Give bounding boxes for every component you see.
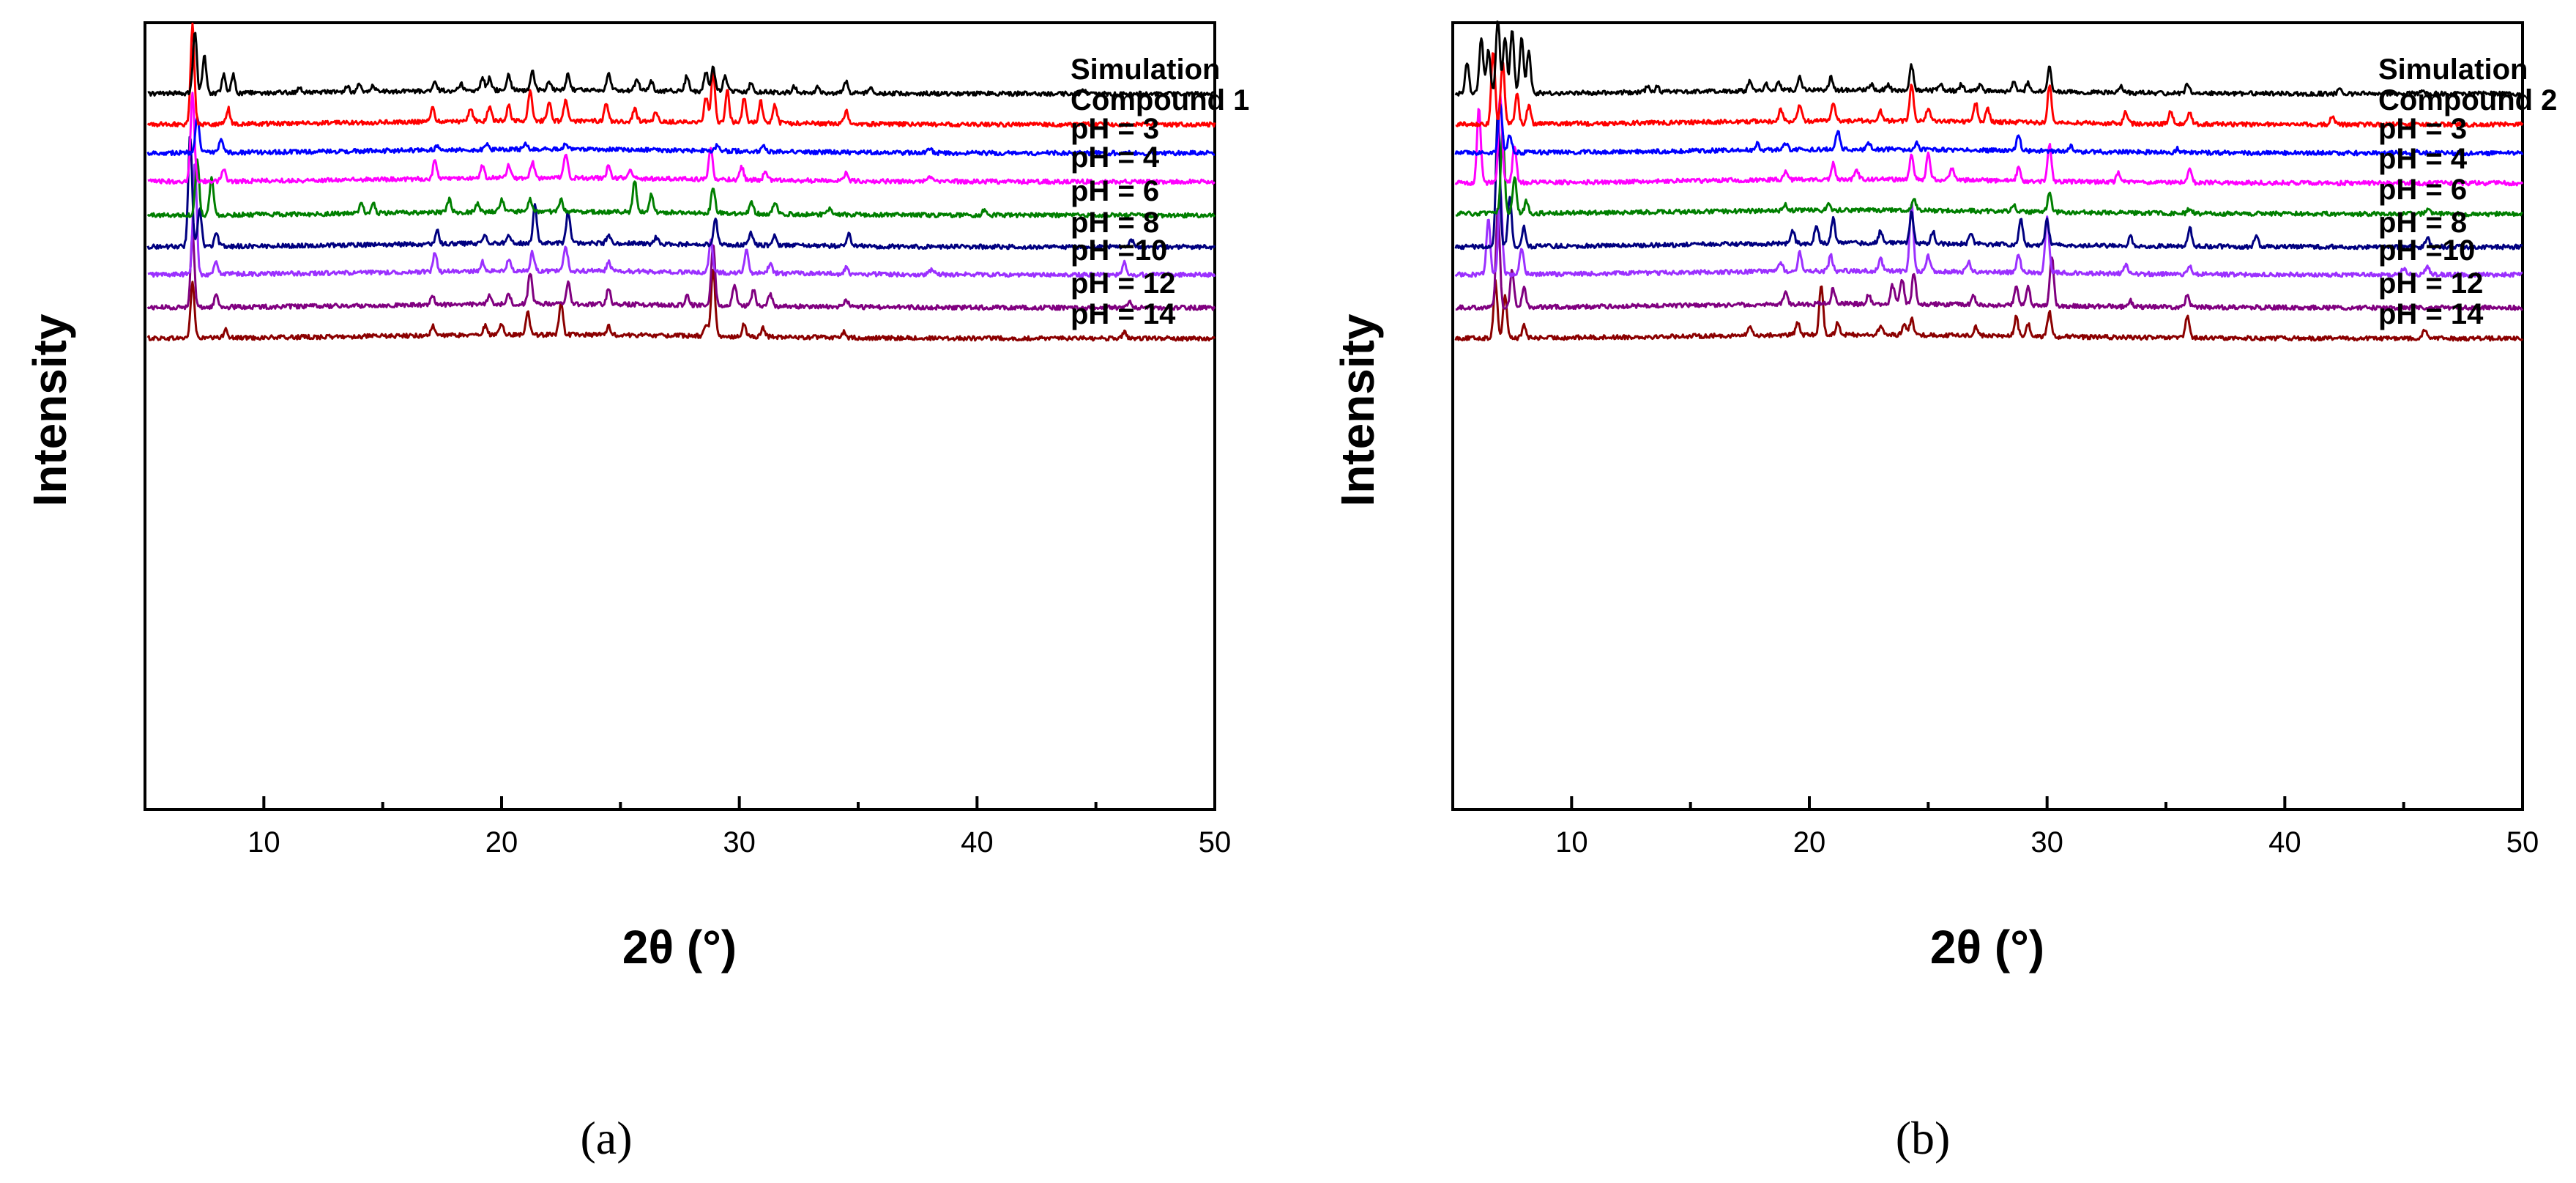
- panel-a-x-tick-label: 20: [485, 826, 518, 858]
- panel-b-x-tick-label: 40: [2268, 826, 2301, 858]
- panel-b-trace-ph-3: [1454, 103, 2524, 157]
- panel-a-frame: [144, 21, 1216, 811]
- panel-b-x-tick-label: 10: [1555, 826, 1588, 858]
- panel-a-x-tick-label: 40: [961, 826, 994, 858]
- panel-a-x-axis-title: 2θ (°): [622, 921, 737, 974]
- panel-b-series-label: pH =10: [2378, 234, 2475, 267]
- panel-b-series-label: pH = 14: [2378, 298, 2484, 330]
- panel-b-caption: (b): [1896, 1112, 1951, 1164]
- panel-b-y-axis-title: Intensity: [1331, 314, 1384, 507]
- panel-a-trace-compound-1: [146, 22, 1216, 128]
- panel-a-trace-simulation: [147, 31, 1216, 97]
- panel-b-x-tick-label: 20: [1793, 826, 1826, 858]
- panel-b-series-label: pH = 3: [2378, 113, 2467, 145]
- panel-a-trace-ph-3: [146, 116, 1216, 157]
- panel-a-series-label: pH =10: [1071, 234, 1167, 267]
- panel-a-trace-ph-6: [146, 158, 1216, 219]
- panel-a-series-label: pH = 8: [1071, 207, 1159, 239]
- panel-a-trace-ph-10: [147, 163, 1216, 278]
- panel-a-trace-ph-8: [146, 136, 1216, 251]
- panel-a-y-axis-title: Intensity: [23, 314, 76, 507]
- panel-a-series-label: pH = 4: [1071, 141, 1160, 174]
- panel-a-x-tick-label: 10: [247, 826, 280, 858]
- panel-b-series-label: pH = 4: [2378, 143, 2468, 175]
- panel-b-series-label: pH = 12: [2378, 267, 2483, 300]
- panel-a-trace-ph-14: [146, 268, 1216, 342]
- panel-b-trace-compound-2: [1455, 52, 2524, 128]
- panel-b-series-label: Compound 2: [2378, 84, 2557, 116]
- panel-b-series-label: pH = 8: [2378, 207, 2467, 239]
- panel-a-series-label: pH = 3: [1071, 113, 1159, 145]
- panel-b-frame: [1451, 21, 2524, 811]
- panel-a-series-label: pH = 14: [1071, 298, 1176, 330]
- panel-b-x-tick-label: 30: [2030, 826, 2063, 858]
- panel-b-traces: [1454, 21, 2524, 342]
- panel-b-trace-ph-6: [1455, 131, 2524, 218]
- panel-a-series-label: Simulation: [1071, 53, 1220, 86]
- panel-a-series-label: pH = 12: [1071, 267, 1175, 300]
- panel-a-x-ticks: 10 20 30 40 50: [144, 796, 1232, 858]
- panel-b-trace-ph-14: [1454, 279, 2524, 342]
- panel-b-series-label: pH = 6: [2378, 174, 2467, 206]
- panel-a-x-tick-label: 50: [1199, 826, 1232, 858]
- panel-b-trace-ph-4: [1454, 93, 2524, 187]
- panel-a-series-label: Compound 1: [1071, 84, 1249, 116]
- panel-a-traces: [146, 22, 1216, 342]
- panel-b-trace-simulation: [1454, 21, 2524, 97]
- panel-b-x-ticks: 10 20 30 40 50: [1451, 796, 2539, 858]
- panel-a-caption: (a): [580, 1112, 632, 1164]
- panel-a-x-tick-label: 30: [723, 826, 756, 858]
- panel-a-trace-ph-12: [146, 229, 1216, 311]
- panel-a-trace-ph-4: [147, 92, 1216, 185]
- panel-b-trace-ph-8: [1454, 112, 2523, 251]
- panel-b-x-tick-label: 50: [2506, 826, 2539, 858]
- panel-b-trace-ph-10: [1454, 186, 2523, 278]
- panel-a-series-label: pH = 6: [1071, 175, 1159, 207]
- panel-b-x-axis-title: 2θ (°): [1930, 921, 2044, 974]
- panel-b-trace-ph-12: [1455, 207, 2523, 311]
- panel-b-series-label: Simulation: [2378, 53, 2528, 86]
